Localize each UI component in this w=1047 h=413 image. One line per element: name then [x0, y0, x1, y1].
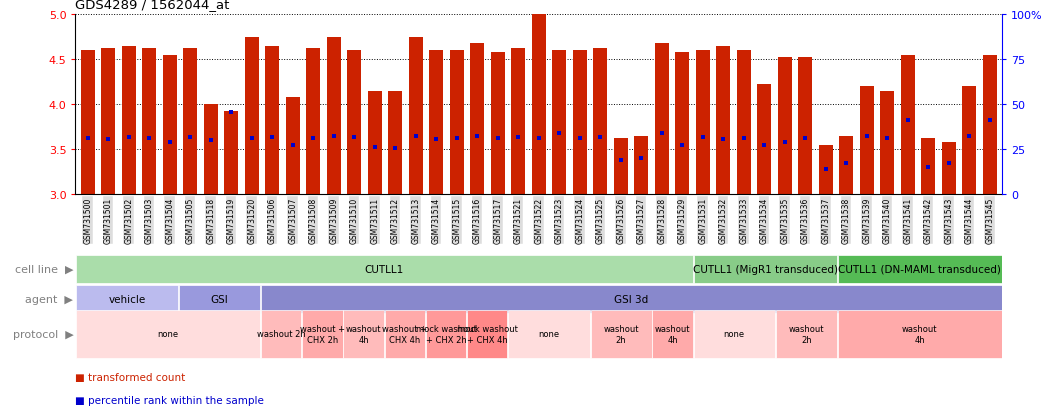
Bar [470, 44, 485, 195]
Bar [490, 53, 505, 195]
Bar [736, 51, 751, 195]
Bar [467, 310, 508, 358]
Text: GSI 3d: GSI 3d [615, 294, 648, 304]
Bar [121, 46, 136, 195]
Bar [347, 51, 361, 195]
Bar [693, 310, 775, 358]
Bar [449, 51, 464, 195]
Bar [224, 112, 239, 195]
Bar [900, 55, 915, 195]
Bar [327, 38, 341, 195]
Bar [757, 85, 772, 195]
Bar [426, 310, 466, 358]
Bar [776, 310, 837, 358]
Bar [203, 105, 218, 195]
Bar [75, 255, 693, 284]
Text: washout +
CHX 2h: washout + CHX 2h [300, 325, 344, 344]
Bar [101, 49, 115, 195]
Text: washout +
CHX 4h: washout + CHX 4h [382, 325, 427, 344]
Bar [265, 46, 280, 195]
Bar [716, 46, 731, 195]
Bar [634, 136, 648, 195]
Bar [614, 139, 628, 195]
Text: vehicle: vehicle [108, 294, 146, 304]
Bar [798, 58, 812, 195]
Bar [384, 310, 425, 358]
Bar [511, 49, 526, 195]
Bar [261, 285, 1002, 313]
Bar [286, 97, 299, 195]
Text: CUTLL1: CUTLL1 [364, 264, 404, 274]
Text: washout
4h: washout 4h [654, 325, 690, 344]
Text: washout
2h: washout 2h [788, 325, 824, 344]
Bar [839, 136, 853, 195]
Bar [593, 49, 607, 195]
Text: protocol  ▶: protocol ▶ [13, 329, 73, 339]
Bar [921, 139, 935, 195]
Bar [982, 55, 997, 195]
Bar [367, 91, 382, 195]
Bar [838, 255, 1002, 284]
Text: ■ percentile rank within the sample: ■ percentile rank within the sample [75, 395, 264, 405]
Text: mock washout
+ CHX 2h: mock washout + CHX 2h [416, 325, 476, 344]
Bar [654, 44, 669, 195]
Bar [941, 142, 956, 195]
Text: washout 2h: washout 2h [257, 330, 306, 339]
Bar [81, 51, 95, 195]
Text: GSI: GSI [210, 294, 228, 304]
Text: none: none [157, 330, 179, 339]
Bar [306, 49, 320, 195]
Bar [778, 58, 792, 195]
Text: washout
4h: washout 4h [346, 325, 381, 344]
Bar [75, 310, 261, 358]
Bar [695, 51, 710, 195]
Bar [343, 310, 384, 358]
Text: ■ transformed count: ■ transformed count [75, 372, 185, 382]
Text: none: none [538, 330, 559, 339]
Text: CUTLL1 (DN-MAML transduced): CUTLL1 (DN-MAML transduced) [839, 264, 1001, 274]
Text: cell line  ▶: cell line ▶ [15, 264, 73, 274]
Bar [408, 38, 423, 195]
Bar [142, 49, 156, 195]
Bar [552, 51, 566, 195]
Text: washout
2h: washout 2h [603, 325, 639, 344]
Bar [245, 38, 259, 195]
Bar [591, 310, 651, 358]
Bar [303, 310, 342, 358]
Bar [183, 49, 197, 195]
Bar [429, 51, 443, 195]
Bar [162, 55, 177, 195]
Bar [508, 310, 589, 358]
Bar [75, 285, 178, 313]
Bar [962, 87, 977, 195]
Text: CUTLL1 (MigR1 transduced): CUTLL1 (MigR1 transduced) [693, 264, 838, 274]
Bar [693, 255, 837, 284]
Text: washout
4h: washout 4h [901, 325, 937, 344]
Bar [819, 145, 832, 195]
Text: GDS4289 / 1562044_at: GDS4289 / 1562044_at [75, 0, 229, 11]
Bar [881, 91, 894, 195]
Bar [860, 87, 874, 195]
Bar [838, 310, 1002, 358]
Text: mock washout
+ CHX 4h: mock washout + CHX 4h [456, 325, 517, 344]
Bar [261, 310, 302, 358]
Bar [573, 51, 587, 195]
Bar [675, 53, 689, 195]
Text: none: none [723, 330, 744, 339]
Text: agent  ▶: agent ▶ [25, 294, 73, 304]
Bar [652, 310, 693, 358]
Bar [179, 285, 261, 313]
Bar [532, 15, 545, 195]
Bar [388, 91, 402, 195]
